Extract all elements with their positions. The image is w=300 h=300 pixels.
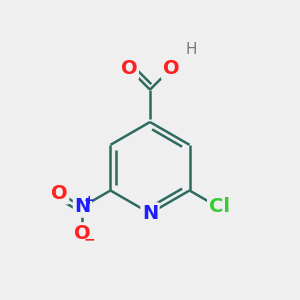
Text: −: − <box>84 233 96 247</box>
Text: H: H <box>185 42 197 57</box>
Text: O: O <box>163 59 179 78</box>
Text: +: + <box>84 194 94 207</box>
Text: O: O <box>74 224 91 243</box>
Text: Cl: Cl <box>208 197 230 216</box>
Text: N: N <box>74 197 91 216</box>
Text: N: N <box>142 204 158 223</box>
Text: O: O <box>51 184 68 203</box>
Text: O: O <box>121 59 137 78</box>
